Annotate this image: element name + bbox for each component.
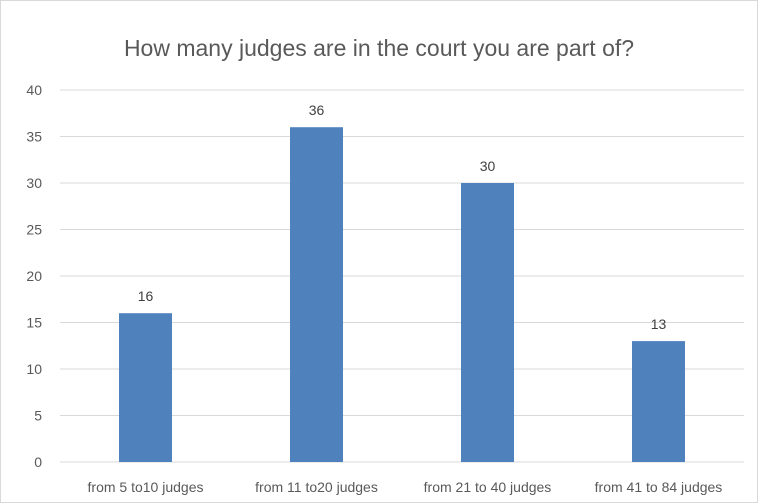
y-tick-label: 30 bbox=[26, 175, 42, 191]
x-tick-label: from 21 to 40 judges bbox=[424, 479, 552, 495]
gridlines bbox=[60, 89, 744, 463]
data-label: 30 bbox=[480, 158, 496, 174]
y-tick-label: 20 bbox=[26, 268, 42, 284]
bar bbox=[460, 183, 515, 462]
bar bbox=[631, 341, 686, 462]
y-tick-label: 5 bbox=[34, 408, 42, 424]
bar bbox=[118, 313, 173, 462]
x-tick-label: from 41 to 84 judges bbox=[595, 479, 723, 495]
labels: 0 5 10 15 20 25 30 35 40 16 from 5 to10 judges 36 fr… bbox=[26, 82, 722, 495]
x-tick-label: from 5 to10 judges bbox=[88, 479, 204, 495]
y-tick-label: 10 bbox=[26, 361, 42, 377]
data-label: 36 bbox=[309, 102, 325, 118]
y-tick-label: 35 bbox=[26, 129, 42, 145]
bars bbox=[118, 127, 686, 462]
data-label: 13 bbox=[651, 316, 667, 332]
y-tick-label: 25 bbox=[26, 222, 42, 238]
y-tick-label: 40 bbox=[26, 82, 42, 98]
bar bbox=[289, 127, 344, 462]
y-tick-label: 15 bbox=[26, 315, 42, 331]
data-label: 16 bbox=[138, 288, 154, 304]
y-tick-label: 0 bbox=[34, 454, 42, 470]
x-tick-label: from 11 to20 judges bbox=[255, 479, 378, 495]
chart-title: How many judges are in the court you are… bbox=[123, 35, 635, 61]
